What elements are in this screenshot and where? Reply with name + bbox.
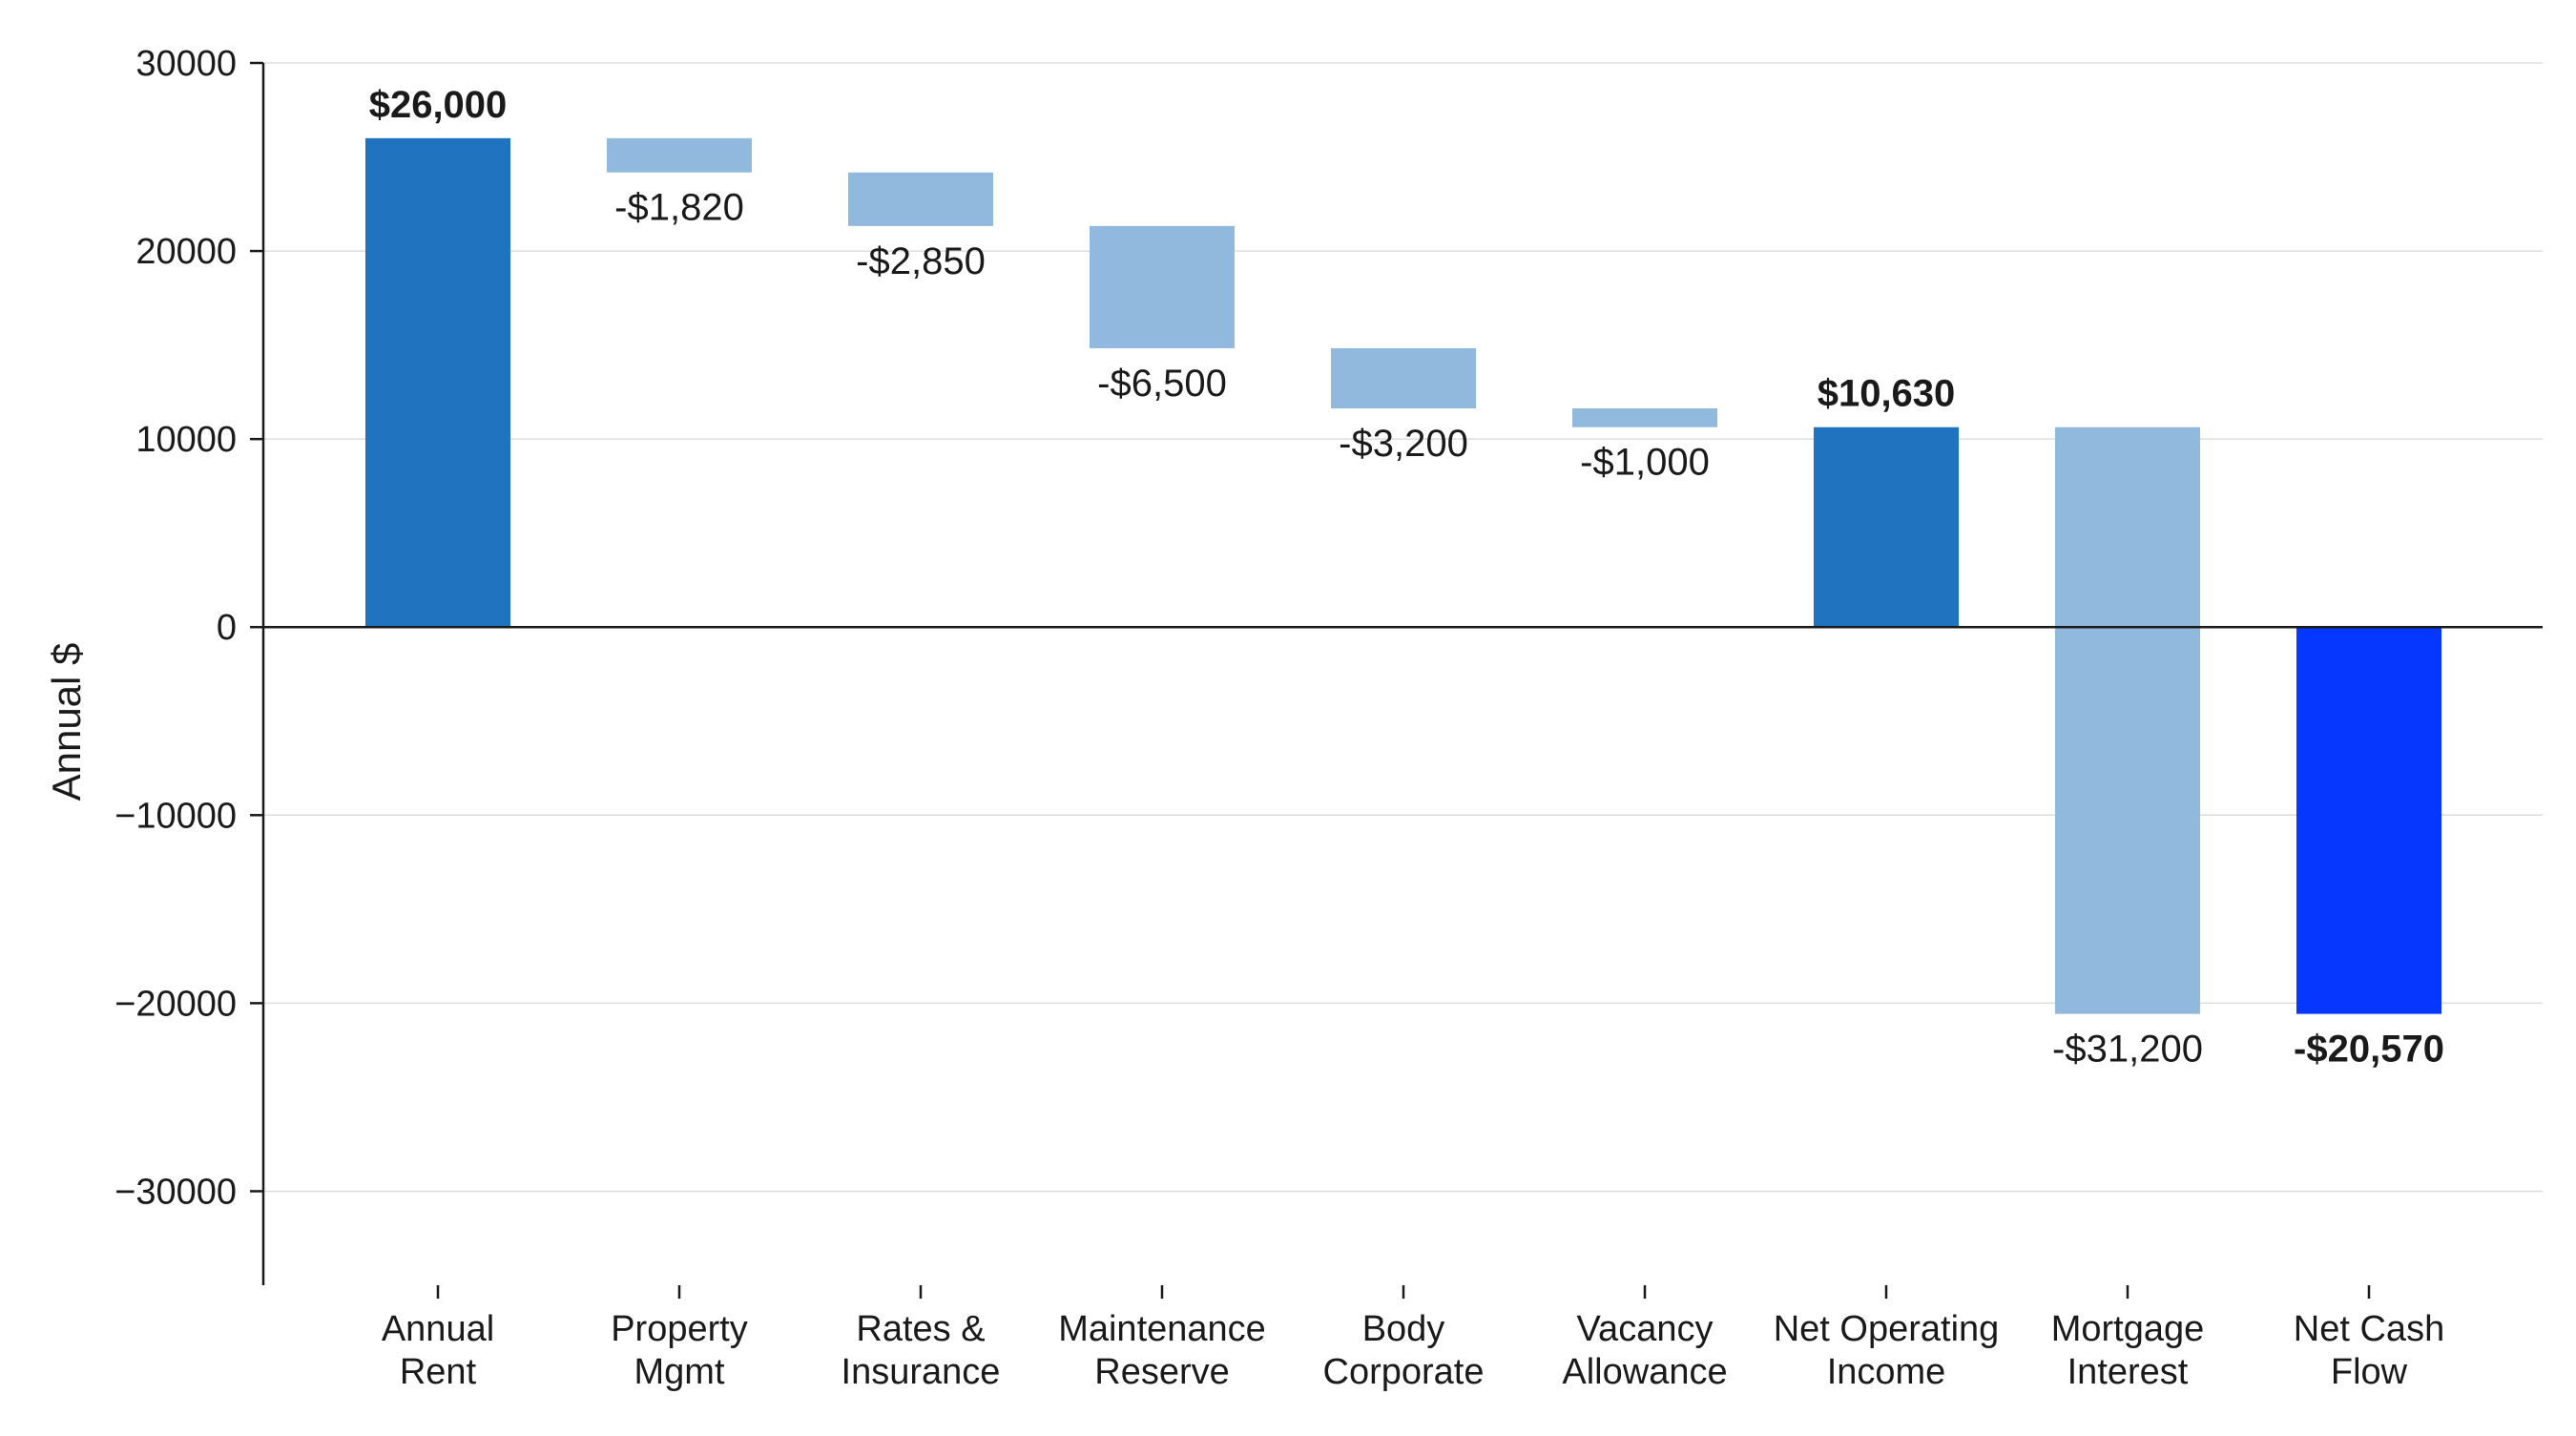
bar-1 — [607, 137, 752, 173]
x-category-label: Body — [1362, 1309, 1445, 1349]
value-label: $10,630 — [1818, 373, 1956, 415]
label-layer: 30000 20000 10000 0 −10000 −20000 −30000 $26,00… — [114, 44, 2444, 1392]
x-category-label: Reserve — [1094, 1352, 1230, 1392]
x-category-label: Net Cash — [2294, 1309, 2444, 1349]
y-tick-label: 10000 — [135, 420, 237, 460]
x-category-label: Vacancy — [1577, 1309, 1714, 1349]
x-category-label: Net Operating — [1774, 1309, 2000, 1349]
y-tick-label: −10000 — [114, 796, 237, 836]
bar-7 — [2055, 427, 2200, 1014]
bar-0 — [365, 137, 510, 628]
x-category-label: Mgmt — [634, 1352, 725, 1392]
bar-8 — [2296, 627, 2441, 1014]
bar-6 — [1814, 427, 1959, 628]
value-label: -$2,850 — [856, 240, 986, 282]
x-category-label: Property — [611, 1309, 748, 1349]
grid-layer — [263, 62, 2543, 1193]
value-label: -$6,500 — [1097, 363, 1227, 405]
x-category-label: Maintenance — [1058, 1309, 1266, 1349]
value-label: -$20,570 — [2294, 1029, 2444, 1071]
y-tick-label: −30000 — [114, 1172, 237, 1212]
x-category-label: Mortgage — [2051, 1309, 2205, 1349]
x-category-label: Annual — [382, 1309, 494, 1349]
y-tick-label: 20000 — [135, 232, 237, 272]
x-category-label: Income — [1827, 1352, 1946, 1392]
bar-layer — [365, 137, 2441, 1014]
y-tick-label: 0 — [217, 608, 237, 648]
bar-2 — [848, 172, 993, 226]
x-category-label: Corporate — [1323, 1352, 1485, 1392]
x-category-label: Interest — [2067, 1352, 2189, 1392]
value-label: $26,000 — [369, 84, 508, 126]
x-category-label: Rent — [400, 1352, 477, 1392]
value-label: -$3,200 — [1339, 423, 1468, 465]
value-label: -$31,200 — [2052, 1029, 2203, 1071]
bar-4 — [1331, 347, 1476, 409]
x-category-label: Allowance — [1562, 1352, 1727, 1392]
bar-3 — [1090, 225, 1235, 348]
x-category-label: Insurance — [841, 1352, 1001, 1392]
bar-5 — [1572, 408, 1717, 427]
value-label: -$1,000 — [1580, 442, 1710, 484]
y-tick-label: −20000 — [114, 984, 237, 1024]
y-axis-title: Annual $ — [44, 643, 89, 801]
value-label: -$1,820 — [614, 187, 744, 229]
x-category-label: Flow — [2331, 1352, 2408, 1392]
axis-layer — [250, 61, 2543, 1299]
y-tick-label: 30000 — [135, 44, 237, 84]
x-category-label: Rates & — [856, 1309, 985, 1349]
